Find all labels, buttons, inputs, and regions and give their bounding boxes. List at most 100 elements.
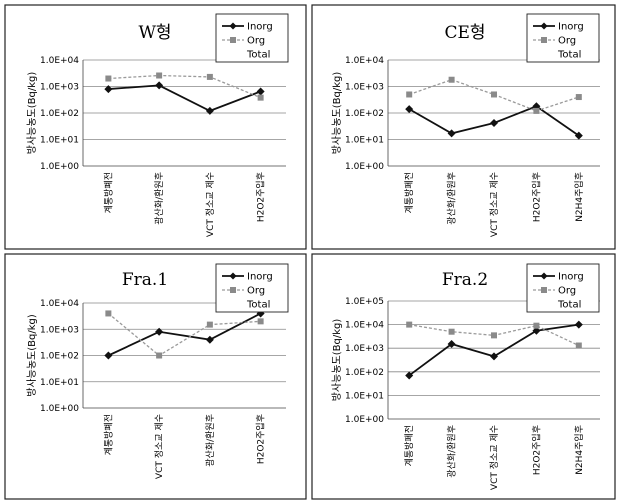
- y-tick-label: 1.0E+03: [345, 344, 384, 354]
- x-tick-label: VCT 정소교 제수: [154, 414, 165, 479]
- chart-title: W형: [138, 23, 171, 43]
- chart-title: CE형: [444, 23, 485, 43]
- y-tick-label: 1.0E+00: [345, 162, 384, 172]
- data-point-inorg: [574, 131, 583, 140]
- data-point-org: [533, 322, 540, 329]
- legend-box: [215, 263, 289, 313]
- data-point-org: [448, 76, 455, 83]
- y-tick-label: 1.0E+02: [40, 352, 79, 362]
- chart-title: Fra.1: [122, 270, 168, 290]
- legend: Inorg Org Total: [526, 263, 600, 313]
- y-tick-label: 1.0E+00: [40, 162, 79, 172]
- data-point-org: [257, 94, 264, 101]
- legend-label: Inorg: [247, 22, 273, 33]
- legend-marker-inorg: [229, 22, 237, 30]
- series-line-inorg: [108, 84, 261, 112]
- y-tick-label: 1.0E+01: [345, 391, 384, 401]
- y-tick-label: 1.0E+00: [40, 404, 79, 414]
- data-point-inorg: [405, 105, 414, 114]
- data-point-org: [406, 321, 413, 328]
- y-tick-label: 1.0E+04: [40, 56, 79, 66]
- data-point-org: [448, 328, 455, 335]
- x-tick-label: H2O2주입후: [530, 425, 542, 475]
- x-tick-label: VCT 정소교 제수: [489, 172, 500, 237]
- x-tick-label: 계통방폐전: [102, 172, 114, 213]
- data-point-inorg: [205, 335, 214, 344]
- data-point-inorg: [447, 340, 456, 349]
- legend-marker-inorg: [540, 272, 548, 280]
- data-point-inorg: [104, 351, 113, 360]
- data-point-inorg: [256, 87, 265, 96]
- x-tick-label: 계통방폐전: [102, 414, 114, 455]
- data-point-org: [575, 94, 582, 101]
- y-tick-label: 1.0E+01: [345, 136, 384, 146]
- data-point-org: [105, 75, 112, 82]
- data-point-org: [105, 310, 112, 317]
- data-point-inorg: [447, 129, 456, 138]
- y-tick-label: 1.0E+01: [40, 378, 79, 388]
- y-tick-label: 1.0E+05: [345, 297, 384, 307]
- legend-marker-org: [541, 37, 547, 43]
- data-point-org: [491, 91, 497, 98]
- data-point-inorg: [104, 85, 113, 94]
- legend-label: Total: [557, 50, 581, 61]
- y-tick-label: 1.0E+02: [345, 109, 384, 119]
- data-point-org: [156, 352, 163, 359]
- data-point-inorg: [574, 320, 583, 329]
- x-tick-label: VCT 정소교 제수: [205, 172, 216, 237]
- legend-label: Inorg: [558, 272, 584, 283]
- series-line-inorg: [107, 312, 262, 357]
- x-tick-label: 계통방폐전: [403, 425, 415, 466]
- legend-label: Org: [558, 36, 576, 47]
- legend-marker-inorg: [540, 22, 548, 30]
- series-line-org: [107, 312, 261, 357]
- data-point-inorg: [405, 371, 414, 380]
- legend: Inorg Org Total: [526, 13, 600, 63]
- y-tick-label: 1.0E+02: [40, 109, 79, 119]
- legend-label: Org: [247, 36, 265, 47]
- chart-title: Fra.2: [442, 270, 488, 290]
- y-axis-label: 방사능농도(Bq/kg): [331, 72, 343, 155]
- x-tick-label: H2O2주입후: [530, 172, 542, 222]
- data-point-inorg: [155, 81, 164, 90]
- legend-box: [526, 13, 600, 63]
- chart-panel-3: 1.0E+00 1.0E+01 1.0E+02 1.0E+03 1.0E+04 Fra.1…: [4, 253, 307, 500]
- series-line-org: [108, 74, 261, 99]
- legend-box: [526, 263, 600, 313]
- x-tick-label: H2O2주입후: [255, 414, 267, 464]
- y-tick-label: 1.0E+03: [345, 83, 384, 93]
- data-point-inorg: [205, 106, 214, 115]
- data-point-org: [206, 321, 213, 328]
- chart-panel-1: 1.0E+00 1.0E+01 1.0E+02 1.0E+03 1.0E+04 W형방사능…: [4, 4, 307, 250]
- legend-box: [215, 13, 289, 63]
- y-tick-label: 1.0E+03: [40, 325, 79, 335]
- legend-marker-org: [541, 287, 547, 293]
- y-axis-label: 방사능농도(Bq/kg): [26, 72, 38, 155]
- legend-marker-org: [230, 37, 236, 43]
- data-point-org: [257, 318, 264, 325]
- y-tick-label: 1.0E+04: [345, 56, 384, 66]
- y-tick-label: 1.0E+04: [345, 321, 384, 331]
- x-tick-label: N2H4주입후: [573, 172, 585, 222]
- legend-label: Total: [246, 300, 270, 311]
- data-point-inorg: [155, 327, 164, 336]
- y-tick-label: 1.0E+01: [40, 136, 79, 146]
- x-tick-label: VCT 정소교 제수: [489, 425, 500, 490]
- data-point-org: [206, 73, 213, 80]
- x-tick-label: 광산화/환원후: [204, 414, 216, 467]
- chart-panel-2: 1.0E+00 1.0E+01 1.0E+02 1.0E+03 1.0E+04 CE형방사…: [311, 4, 616, 250]
- legend-marker-org: [230, 287, 236, 293]
- legend: Inorg Org Total: [215, 13, 289, 63]
- data-point-org: [533, 107, 540, 114]
- y-axis-label: 방사능농도(Bq/kg): [331, 319, 343, 402]
- y-tick-label: 1.0E+03: [40, 83, 79, 93]
- legend: Inorg Org Total: [215, 263, 289, 313]
- y-tick-label: 1.0E+02: [345, 368, 384, 378]
- x-tick-label: H2O2주입후: [255, 172, 267, 222]
- x-tick-label: N2H4주입후: [573, 425, 585, 475]
- legend-label: Total: [557, 300, 581, 311]
- y-tick-label: 1.0E+00: [345, 415, 384, 425]
- legend-label: Org: [247, 286, 265, 297]
- legend-label: Inorg: [247, 272, 273, 283]
